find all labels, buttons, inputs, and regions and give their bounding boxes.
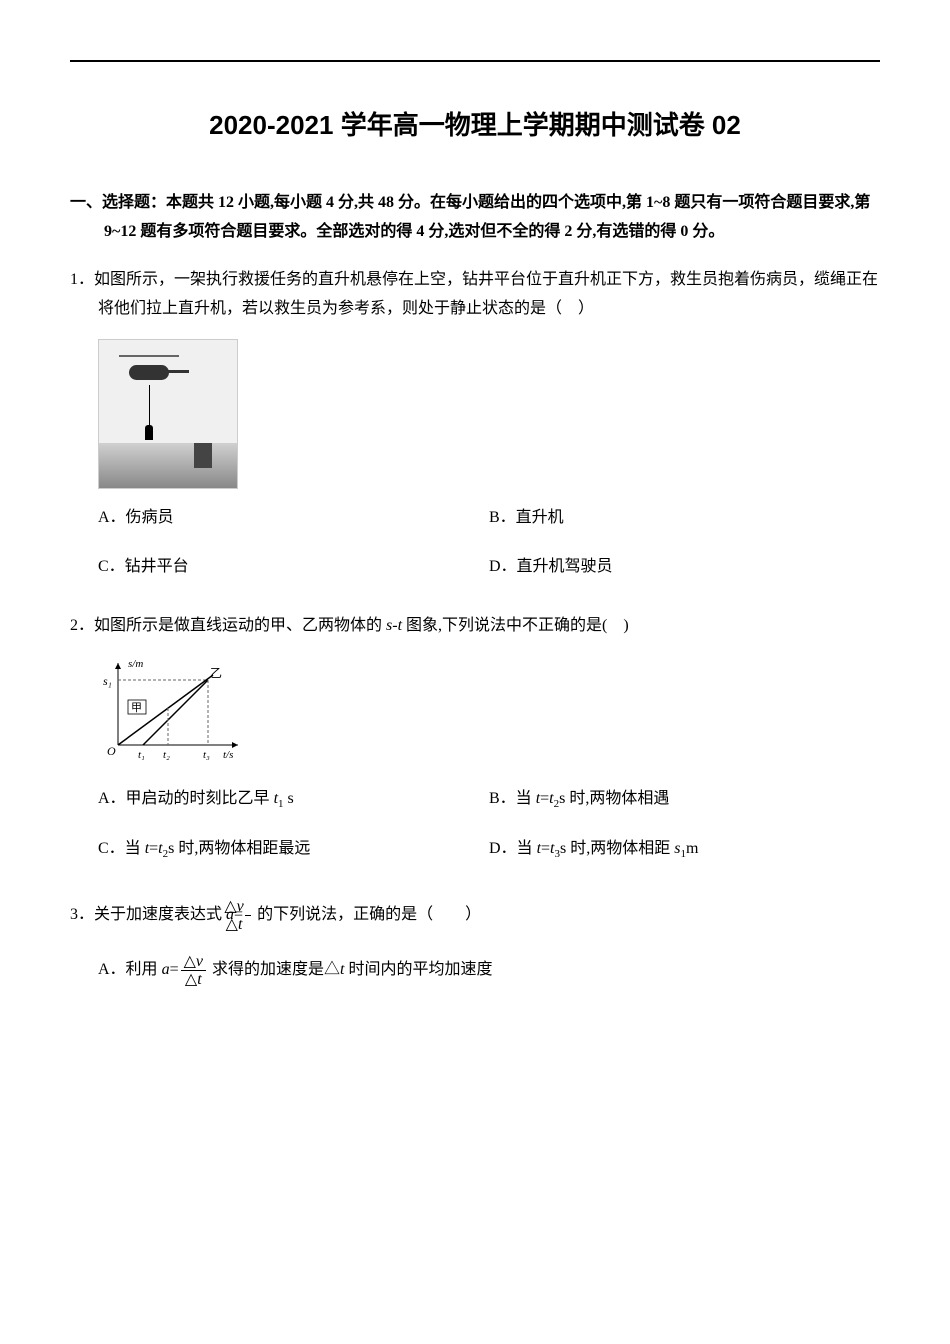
- helicopter-diagram: [98, 339, 238, 489]
- top-divider: [70, 60, 880, 62]
- question-3-outro: 的下列说法，正确的是（ ）: [253, 906, 481, 923]
- question-2-intro: 如图所示是做直线运动的甲、乙两物体的: [94, 617, 386, 634]
- question-1-options: A．伤病员 B．直升机 C．钻井平台 D．直升机驾驶员: [70, 504, 880, 582]
- graph-t2: t₂: [163, 749, 170, 761]
- question-2: 2．如图所示是做直线运动的甲、乙两物体的 s-t 图象,下列说法中不正确的是( …: [70, 612, 880, 866]
- fraction-dv-dt: △v△t: [245, 898, 251, 934]
- option-1d: D．直升机驾驶员: [489, 553, 880, 582]
- graph-s1: s₁: [103, 674, 112, 688]
- question-2-options: A．甲启动的时刻比乙早 t1 s B．当 t=t2s 时,两物体相遇 C．当 t…: [70, 785, 880, 865]
- option-1a: A．伤病员: [98, 504, 489, 533]
- graph-origin: O: [107, 744, 116, 758]
- graph-t3: t₃: [203, 749, 210, 761]
- question-1-text: 1．如图所示，一架执行救援任务的直升机悬停在上空，钻井平台位于直升机正下方，救生…: [70, 266, 880, 324]
- option-2b: B．当 t=t2s 时,两物体相遇: [489, 785, 880, 815]
- question-2-var: s-t: [386, 617, 402, 634]
- question-2-number: 2．: [70, 617, 94, 634]
- question-1-number: 1．: [70, 271, 94, 288]
- graph-ylabel: s/m: [128, 658, 143, 670]
- question-3-number: 3．: [70, 906, 94, 923]
- option-1b: B．直升机: [489, 504, 880, 533]
- page-title: 2020-2021 学年高一物理上学期期中测试卷 02: [70, 102, 880, 149]
- question-3-intro: 关于加速度表达式: [94, 906, 226, 923]
- graph-yi: 乙: [210, 666, 222, 680]
- graph-jia: 甲: [131, 702, 142, 714]
- graph-t1: t₁: [138, 749, 145, 761]
- option-2a: A．甲启动的时刻比乙早 t1 s: [98, 785, 489, 815]
- fraction-dv-dt-2: △v△t: [181, 953, 206, 989]
- question-1-body: 如图所示，一架执行救援任务的直升机悬停在上空，钻井平台位于直升机正下方，救生员抱…: [94, 271, 878, 317]
- question-2-graph: s/m t/s s₁ O t₁ t₂ t₃ 甲 乙: [98, 655, 248, 765]
- option-1c: C．钻井平台: [98, 553, 489, 582]
- option-2c: C．当 t=t2s 时,两物体相距最远: [98, 835, 489, 865]
- question-2-text: 2．如图所示是做直线运动的甲、乙两物体的 s-t 图象,下列说法中不正确的是( …: [70, 612, 880, 641]
- section-header: 一、选择题：本题共 12 小题,每小题 4 分,共 48 分。在每小题给出的四个…: [70, 189, 880, 247]
- question-3: 3．关于加速度表达式 a=△v△t 的下列说法，正确的是（ ） A．利用 a=△…: [70, 895, 880, 990]
- graph-xlabel: t/s: [223, 749, 233, 761]
- option-2d: D．当 t=t3s 时,两物体相距 s1m: [489, 835, 880, 865]
- question-2-outro: 图象,下列说法中不正确的是( ): [402, 617, 629, 634]
- option-3a: A．利用 a=△v△t 求得的加速度是△t 时间内的平均加速度: [70, 950, 880, 990]
- question-1: 1．如图所示，一架执行救援任务的直升机悬停在上空，钻井平台位于直升机正下方，救生…: [70, 266, 880, 581]
- question-3-text: 3．关于加速度表达式 a=△v△t 的下列说法，正确的是（ ）: [70, 895, 880, 935]
- question-1-figure: [98, 339, 880, 489]
